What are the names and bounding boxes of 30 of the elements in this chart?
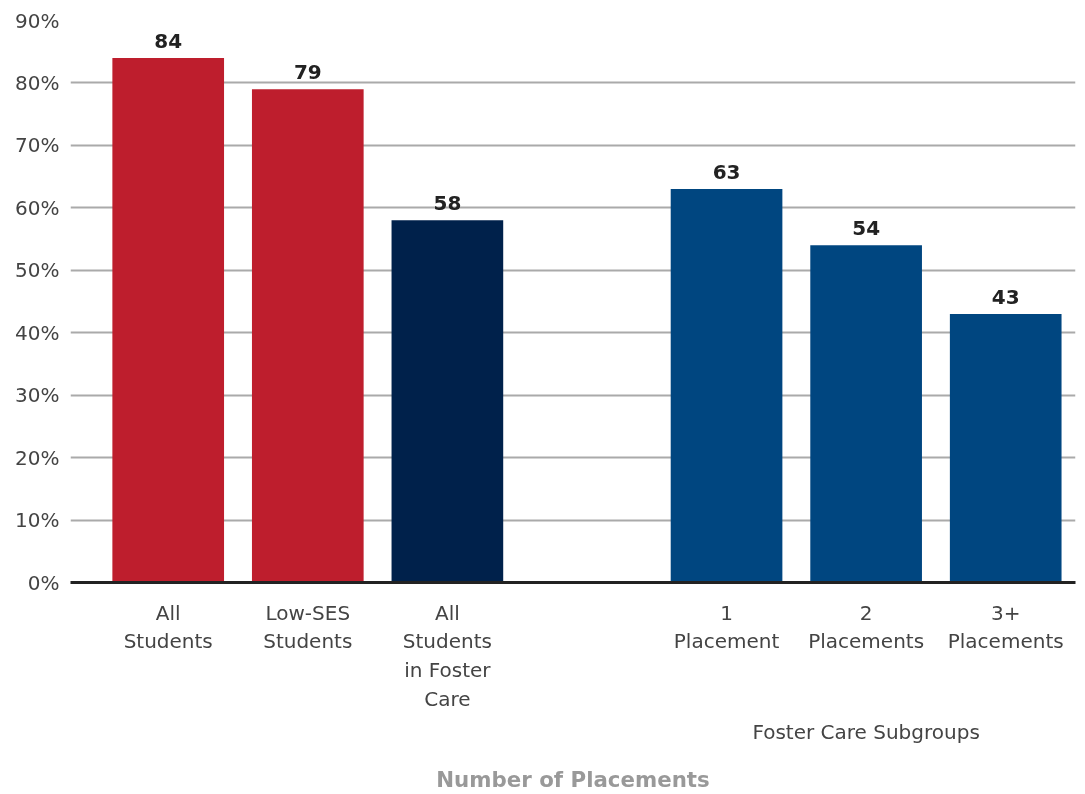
y-tick-label: 70% [15,133,60,158]
data-label: 54 [852,216,881,241]
bar [670,189,783,583]
x-tick-label: 2 Placements [808,600,925,654]
bar [251,89,364,583]
data-label: 43 [991,284,1020,309]
data-label: 58 [433,191,462,216]
x-axis-title: Number of Placements [436,766,710,792]
bar [391,220,504,583]
bar [810,245,922,583]
y-tick-label: 20% [15,445,60,470]
x-tick-label: 3+ Placements [947,600,1064,654]
y-tick-label: 40% [15,320,60,345]
data-label: 63 [712,160,741,185]
y-tick-label: 90% [15,8,60,33]
bar [949,313,1062,583]
y-tick-label: 10% [15,508,60,533]
bar [112,57,225,583]
text: Foster Care Subgroups [752,719,980,744]
x-tick-label: 1 Placement [673,600,780,654]
y-tick-label: 80% [15,70,60,95]
y-tick-label: 50% [15,258,60,283]
x-tick-label: All Students [123,600,213,654]
y-tick-label: 0% [27,570,60,595]
data-label: 84 [154,28,183,53]
y-tick-label: 30% [15,383,60,408]
x-tick-label: All Students in Foster Care [402,600,492,711]
y-tick-label: 60% [15,195,60,220]
data-label: 79 [293,60,322,85]
x-tick-label: Low-SES Students [263,600,353,654]
